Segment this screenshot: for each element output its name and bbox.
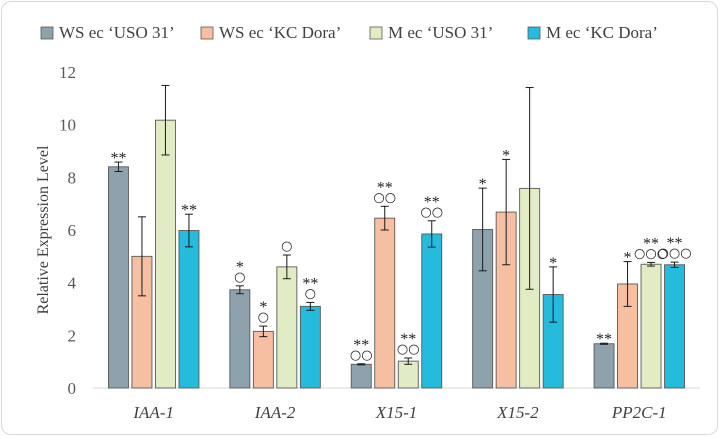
significance-circles: ○ [258,310,269,325]
bar [299,305,321,389]
legend-label: M ec ‘KC Dora’ [546,23,658,42]
x-category-label: PP2C-1 [611,403,667,422]
significance-stars: * [479,176,487,193]
x-category-label: IAA-1 [132,403,174,422]
y-tick-label: 4 [68,274,77,293]
significance-stars: * [236,259,244,276]
significance-circles: ○○○ [634,246,668,261]
legend-swatch [527,26,541,40]
significance-circles: ○○ [373,190,396,205]
y-axis-label: Relative Expression Level [35,145,52,314]
significance-stars: * [549,255,557,272]
significance-stars: ** [643,235,659,252]
significance-stars: ** [377,179,393,196]
significance-circles: ○○ [420,205,443,220]
bar [252,330,274,389]
significance-circles: ○ [281,239,292,254]
significance-stars: ** [596,331,612,348]
legend-swatch [40,26,54,40]
significance-stars: * [502,147,510,164]
legend-label: M ec ‘USO 31’ [388,23,493,42]
bar [229,289,251,389]
significance-stars: * [259,299,267,316]
y-tick-label: 10 [59,116,76,135]
x-category-label: X15-2 [496,403,539,422]
y-tick-label: 6 [68,221,77,240]
significance-circles: ○○○ [658,246,692,261]
bar [178,230,200,389]
bar [107,166,129,389]
y-tick-label: 2 [68,326,77,345]
significance-stars: ** [424,194,440,211]
x-category-label: X15-1 [375,403,418,422]
y-tick-label: 12 [59,63,76,82]
significance-stars: ** [181,202,197,219]
bar [276,266,298,389]
significance-stars: ** [302,275,318,292]
bar [350,363,372,389]
legend-label: WS ec ‘KC Dora’ [219,23,341,42]
bar [421,233,443,389]
significance-stars: ** [667,235,683,252]
x-category-label: IAA-2 [254,403,296,422]
bar [154,119,176,389]
bar [593,343,615,389]
bar [374,217,396,389]
y-tick-label: 0 [68,379,77,398]
legend-swatch [369,26,383,40]
significance-stars: ** [353,337,369,354]
significance-circles: ○○ [397,342,420,357]
y-tick-label: 8 [68,168,77,187]
significance-circles: ○ [305,286,316,301]
significance-stars: * [624,250,632,267]
bar [664,264,685,389]
legend-swatch [200,26,214,40]
significance-stars: ** [400,331,416,348]
legend-label: WS ec ‘USO 31’ [59,23,175,42]
significance-circles: ○ [234,270,245,285]
bar [640,263,662,389]
significance-stars: ** [110,150,126,167]
bar [397,360,419,389]
significance-circles: ○○ [350,348,373,363]
